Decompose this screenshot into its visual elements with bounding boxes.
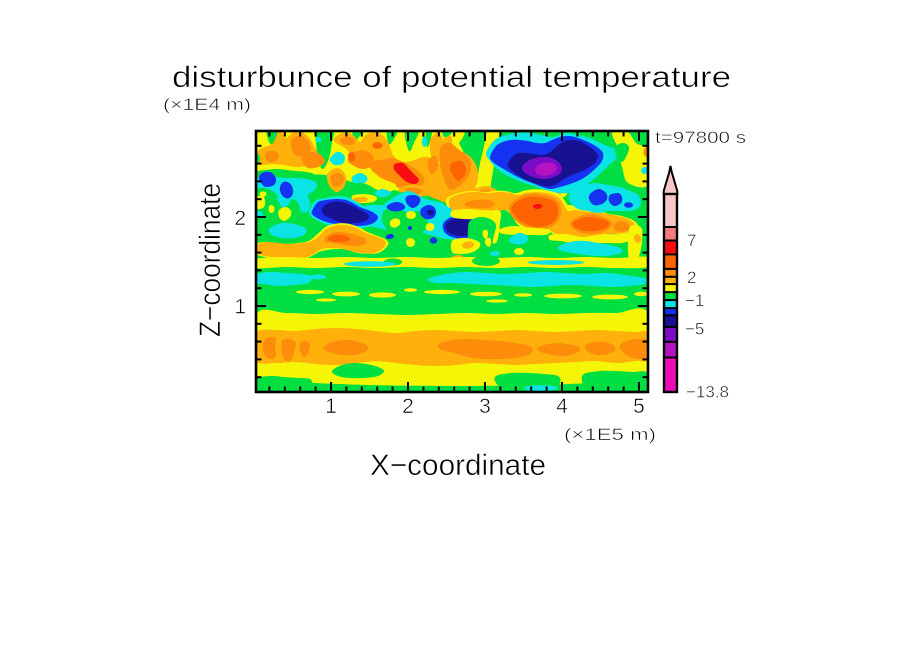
svg-text:1: 1 [234, 296, 246, 319]
svg-text:3: 3 [479, 395, 491, 418]
svg-text:2: 2 [402, 395, 414, 418]
svg-text:t=97800 s: t=97800 s [655, 129, 746, 147]
svg-text:−1: −1 [685, 291, 704, 310]
svg-text:−13.8: −13.8 [686, 383, 729, 402]
svg-text:4: 4 [556, 395, 568, 418]
svg-text:2: 2 [234, 207, 246, 230]
svg-text:Z−coordinate: Z−coordinate [194, 183, 227, 337]
svg-text:1: 1 [325, 395, 337, 418]
svg-text:2: 2 [687, 268, 696, 287]
svg-text:X−coordinate: X−coordinate [370, 449, 546, 482]
svg-text:5: 5 [633, 395, 645, 418]
svg-text:7: 7 [687, 231, 696, 250]
svg-text:−5: −5 [685, 320, 704, 339]
svg-text:disturbunce of potential te: disturbunce of potential temperature [172, 61, 731, 94]
svg-text:(×1E5 m): (×1E5 m) [564, 425, 656, 444]
svg-text:(×1E4 m): (×1E4 m) [163, 95, 251, 114]
